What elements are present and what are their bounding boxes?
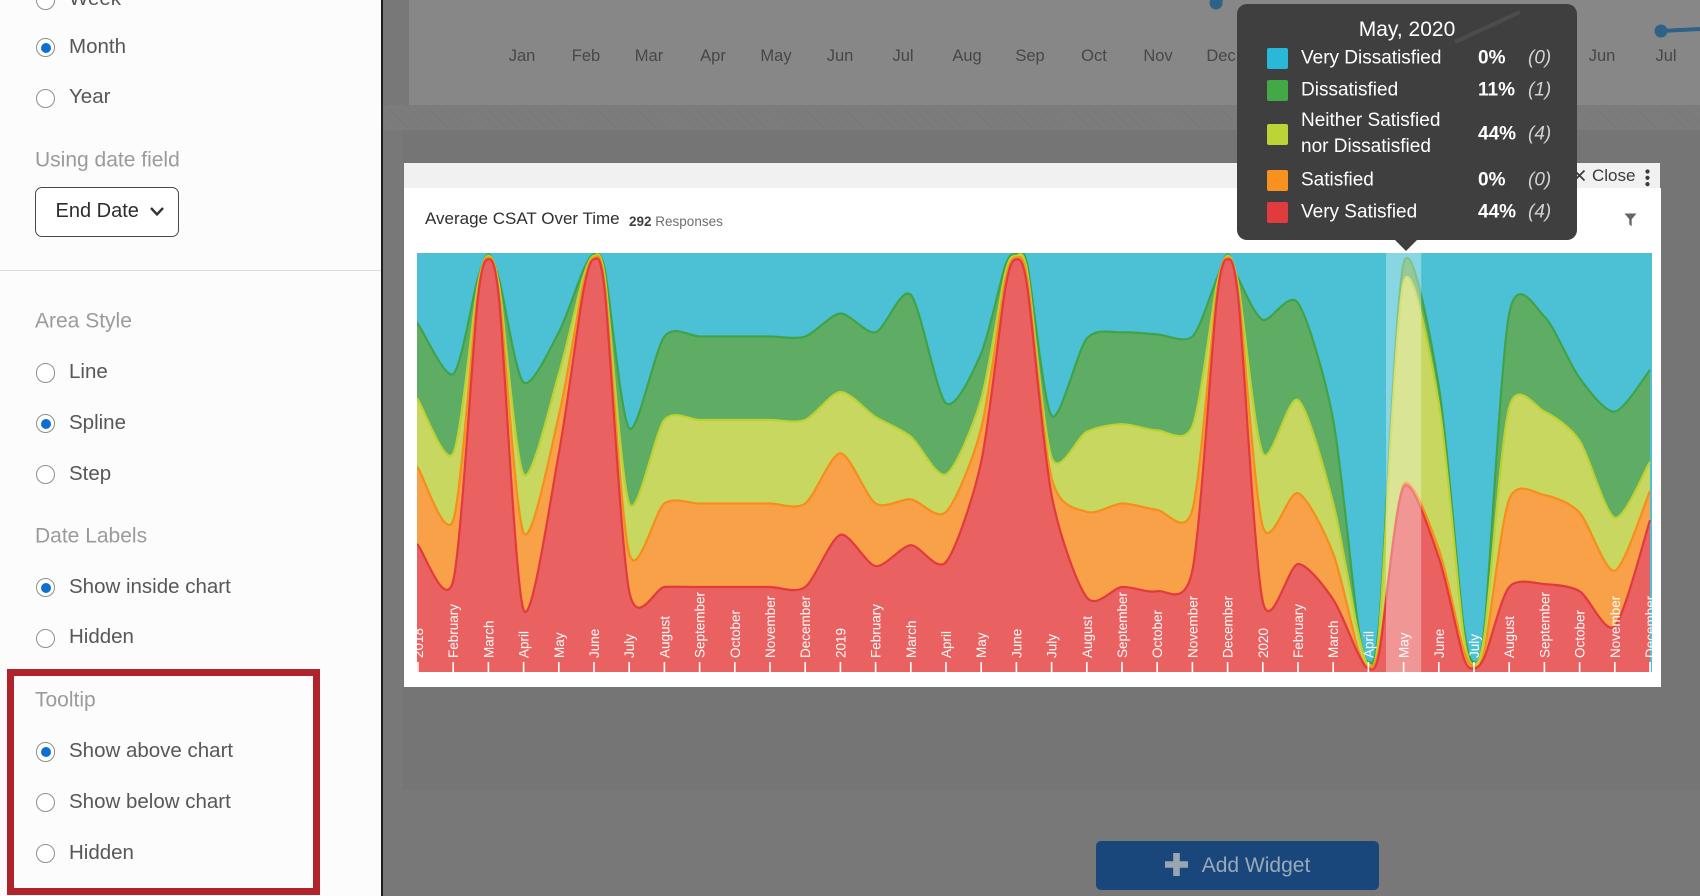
svg-text:July: July (622, 634, 637, 658)
svg-text:September: September (1115, 591, 1130, 658)
svg-text:December: December (1643, 595, 1652, 658)
svg-text:November: November (1608, 595, 1623, 658)
svg-text:October: October (1150, 609, 1165, 658)
svg-text:August: August (1080, 616, 1095, 658)
svg-text:February: February (869, 604, 884, 658)
svg-text:July: July (1467, 634, 1482, 658)
svg-text:June: June (1009, 629, 1024, 658)
svg-text:September: September (693, 591, 708, 658)
svg-text:February: February (1291, 604, 1306, 658)
svg-text:March: March (1326, 620, 1341, 658)
svg-text:August: August (1502, 616, 1517, 658)
svg-text:April: April (939, 631, 954, 658)
svg-text:May: May (974, 632, 989, 658)
svg-text:September: September (1537, 591, 1552, 658)
svg-text:November: November (763, 595, 778, 658)
svg-text:December: December (1221, 595, 1236, 658)
svg-text:May: May (1397, 632, 1412, 658)
svg-text:April: April (1361, 631, 1376, 658)
svg-text:June: June (587, 629, 602, 658)
svg-text:December: December (798, 595, 813, 658)
svg-text:October: October (728, 609, 743, 658)
svg-text:February: February (446, 604, 461, 658)
svg-text:2019: 2019 (833, 628, 848, 658)
svg-text:May: May (552, 632, 567, 658)
svg-text:June: June (1432, 629, 1447, 658)
svg-text:March: March (481, 620, 496, 658)
svg-text:October: October (1573, 609, 1588, 658)
svg-text:2018: 2018 (417, 628, 426, 658)
svg-text:November: November (1185, 595, 1200, 658)
svg-text:July: July (1045, 634, 1060, 658)
svg-text:August: August (657, 616, 672, 658)
svg-text:April: April (517, 631, 532, 658)
svg-text:2020: 2020 (1256, 628, 1271, 658)
svg-text:March: March (904, 620, 919, 658)
